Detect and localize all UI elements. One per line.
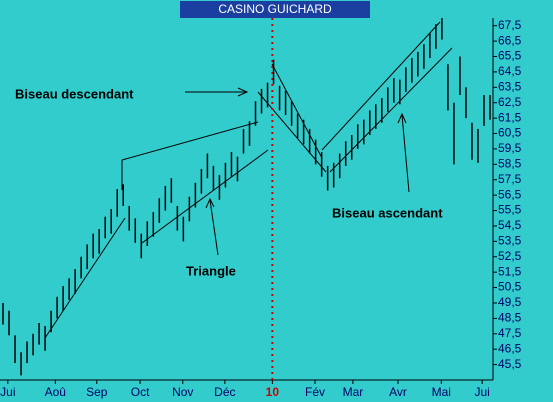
y-tick-label: 53,5: [498, 234, 522, 248]
x-tick-label: Aoû: [45, 385, 66, 399]
chart-title: CASINO GUICHARD: [218, 2, 332, 16]
y-tick-label: 65,5: [498, 49, 522, 63]
x-tick-label: Sep: [86, 385, 108, 399]
y-tick-label: 61,5: [498, 110, 522, 124]
arrow: [209, 199, 219, 256]
y-tick-label: 49,5: [498, 295, 522, 309]
y-tick-label: 51,5: [498, 264, 522, 278]
y-tick-label: 48,5: [498, 311, 522, 325]
y-tick-label: 67,5: [498, 18, 522, 32]
y-tick-label: 64,5: [498, 64, 522, 78]
trend-line: [329, 47, 453, 173]
trend-line: [44, 217, 126, 339]
y-tick-label: 50,5: [498, 280, 522, 294]
x-tick-label: 10: [266, 385, 280, 399]
trend-line: [121, 121, 259, 161]
arrow: [401, 114, 410, 193]
trend-line: [321, 21, 441, 151]
y-tick-label: 58,5: [498, 157, 522, 171]
trend-line: [141, 149, 269, 244]
arrow-head: [237, 87, 249, 97]
annotation: Biseau ascendant: [332, 205, 443, 220]
title-band: [180, 1, 370, 18]
y-tick-label: 62,5: [498, 95, 522, 109]
x-tick-label: Déc: [214, 385, 235, 399]
trend-line: [271, 63, 323, 159]
annotation: Triangle: [186, 263, 236, 278]
arrow-head: [397, 112, 407, 124]
y-tick-label: 59,5: [498, 141, 522, 155]
y-tick-label: 57,5: [498, 172, 522, 186]
x-tick-label: Oct: [131, 385, 150, 399]
y-tick-label: 54,5: [498, 218, 522, 232]
y-tick-label: 55,5: [498, 203, 522, 217]
annotation: Biseau descendant: [15, 86, 134, 101]
y-tick-label: 46,5: [498, 341, 522, 355]
x-tick-label: Mai: [432, 385, 451, 399]
y-tick-label: 52,5: [498, 249, 522, 263]
y-tick-label: 47,5: [498, 326, 522, 340]
x-tick-label: Jui: [0, 385, 15, 399]
y-tick-label: 66,5: [498, 33, 522, 47]
trend-lines: [44, 21, 453, 339]
y-tick-label: 56,5: [498, 187, 522, 201]
y-tick-label: 60,5: [498, 126, 522, 140]
x-tick-label: Nov: [172, 385, 193, 399]
y-tick-label: 45,5: [498, 357, 522, 371]
trend-line: [257, 91, 327, 173]
x-tick-label: Fév: [305, 385, 325, 399]
x-tick-label: Jui: [475, 385, 490, 399]
y-tick-label: 63,5: [498, 79, 522, 93]
x-tick-label: Mar: [343, 385, 364, 399]
arrow-head: [205, 197, 215, 209]
x-tick-label: Avr: [389, 385, 407, 399]
